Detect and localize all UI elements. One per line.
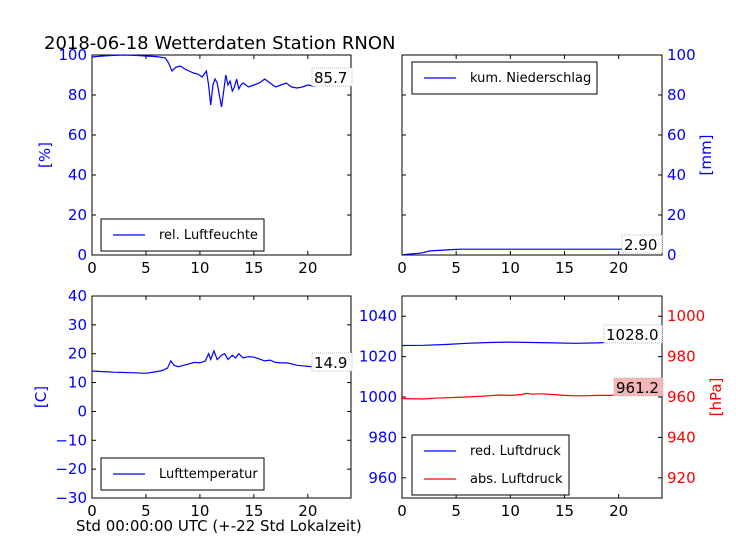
precip-annotation-box [621, 234, 663, 254]
1-xtick-label: 10 [501, 259, 520, 277]
precip-ytick-label: 40 [667, 166, 686, 184]
pressure-legend-label: abs. Luftdruck [470, 472, 563, 487]
pressure-right-ytick-label: 960 [667, 388, 696, 406]
temp-annotation: 14.9 [314, 354, 347, 372]
temp-ytick-label: 10 [68, 374, 87, 392]
1-xtick-label: 5 [451, 259, 461, 277]
pressure-right-ytick-label: 940 [667, 428, 696, 446]
temp-ytick-label: −10 [55, 431, 87, 449]
pressure-left-ytick-label: 1020 [359, 348, 397, 366]
pressure-red-annotation-box [603, 324, 663, 344]
precip-series-line [401, 248, 662, 256]
pressure-left-ytick-label: 980 [368, 428, 397, 446]
humidity-ytick-label: 80 [68, 86, 87, 104]
humidity-ytick-label: 0 [77, 246, 87, 264]
humidity-annotation: 85.7 [314, 69, 347, 87]
humidity-ytick-label: 20 [68, 206, 87, 224]
precip-ylabel: [mm] [697, 135, 715, 176]
humidity-legend-label: rel. Luftfeuchte [159, 228, 258, 243]
0-xtick-label: 0 [87, 259, 97, 277]
precip-ytick-label: 100 [667, 46, 696, 64]
pressure-abs-annotation-box [613, 377, 664, 397]
2-xtick-label: 10 [190, 502, 209, 520]
2-xtick-label: 5 [141, 502, 151, 520]
humidity-ytick-label: 60 [68, 126, 87, 144]
0-xtick-label: 20 [298, 259, 317, 277]
temp-ylabel: [C] [32, 386, 50, 408]
humidity-ytick-label: 40 [68, 166, 87, 184]
pressure-ylabel: [hPa] [707, 378, 725, 417]
3-xtick-label: 0 [397, 502, 407, 520]
temp-series-line [91, 349, 352, 374]
pressure-abs-annotation: 961.2 [616, 379, 659, 397]
3-xtick-label: 10 [501, 502, 520, 520]
humidity-ylabel: [%] [36, 142, 54, 168]
humidity-series-line [91, 54, 352, 108]
pressure-legend-box [411, 434, 570, 496]
temp-panel-frame [91, 295, 352, 499]
figure-xlabel: Std 00:00:00 UTC (+-22 Std Lokalzeit) [76, 517, 362, 535]
pressure-right-ytick-label: 920 [667, 469, 696, 487]
pressure-right-ytick-label: 980 [667, 348, 696, 366]
precip-ytick-label: 80 [667, 86, 686, 104]
temp-ytick-label: −20 [55, 460, 87, 478]
3-xtick-label: 20 [609, 502, 628, 520]
pressure-red-annotation: 1028.0 [606, 326, 659, 344]
3-xtick-label: 5 [451, 502, 461, 520]
pressure-left-ytick-label: 1040 [359, 307, 397, 325]
1-xtick-label: 20 [609, 259, 628, 277]
precip-legend-label: kum. Niederschlag [470, 71, 591, 86]
temp-annotation-box [311, 352, 353, 372]
pressure-left-ytick-label: 1000 [359, 388, 397, 406]
temp-ytick-label: 0 [77, 402, 87, 420]
1-xtick-label: 0 [397, 259, 407, 277]
2-xtick-label: 15 [244, 502, 263, 520]
precip-ytick-label: 20 [667, 206, 686, 224]
humidity-annotation-box [311, 67, 353, 87]
humidity-panel-frame [91, 54, 352, 256]
precip-panel-frame [401, 54, 663, 256]
precip-annotation: 2.90 [624, 236, 657, 254]
humidity-ytick-label: 100 [58, 46, 87, 64]
2-xtick-label: 0 [87, 502, 97, 520]
pressure-left-ytick-label: 960 [368, 469, 397, 487]
1-xtick-label: 15 [555, 259, 574, 277]
temp-ytick-label: −30 [55, 489, 87, 507]
2-xtick-label: 20 [298, 502, 317, 520]
0-xtick-label: 5 [141, 259, 151, 277]
precip-ytick-label: 0 [667, 246, 677, 264]
precip-ytick-label: 60 [667, 126, 686, 144]
pressure-legend-label: red. Luftdruck [470, 444, 561, 459]
3-xtick-label: 15 [555, 502, 574, 520]
temp-ytick-label: 30 [68, 316, 87, 334]
figure-title: 2018-06-18 Wetterdaten Station RNON [44, 33, 395, 54]
temp-ytick-label: 40 [68, 287, 87, 305]
temp-legend-label: Lufttemperatur [159, 467, 258, 482]
0-xtick-label: 15 [244, 259, 263, 277]
temp-ytick-label: 20 [68, 345, 87, 363]
0-xtick-label: 10 [190, 259, 209, 277]
pressure-right-ytick-label: 1000 [667, 307, 705, 325]
